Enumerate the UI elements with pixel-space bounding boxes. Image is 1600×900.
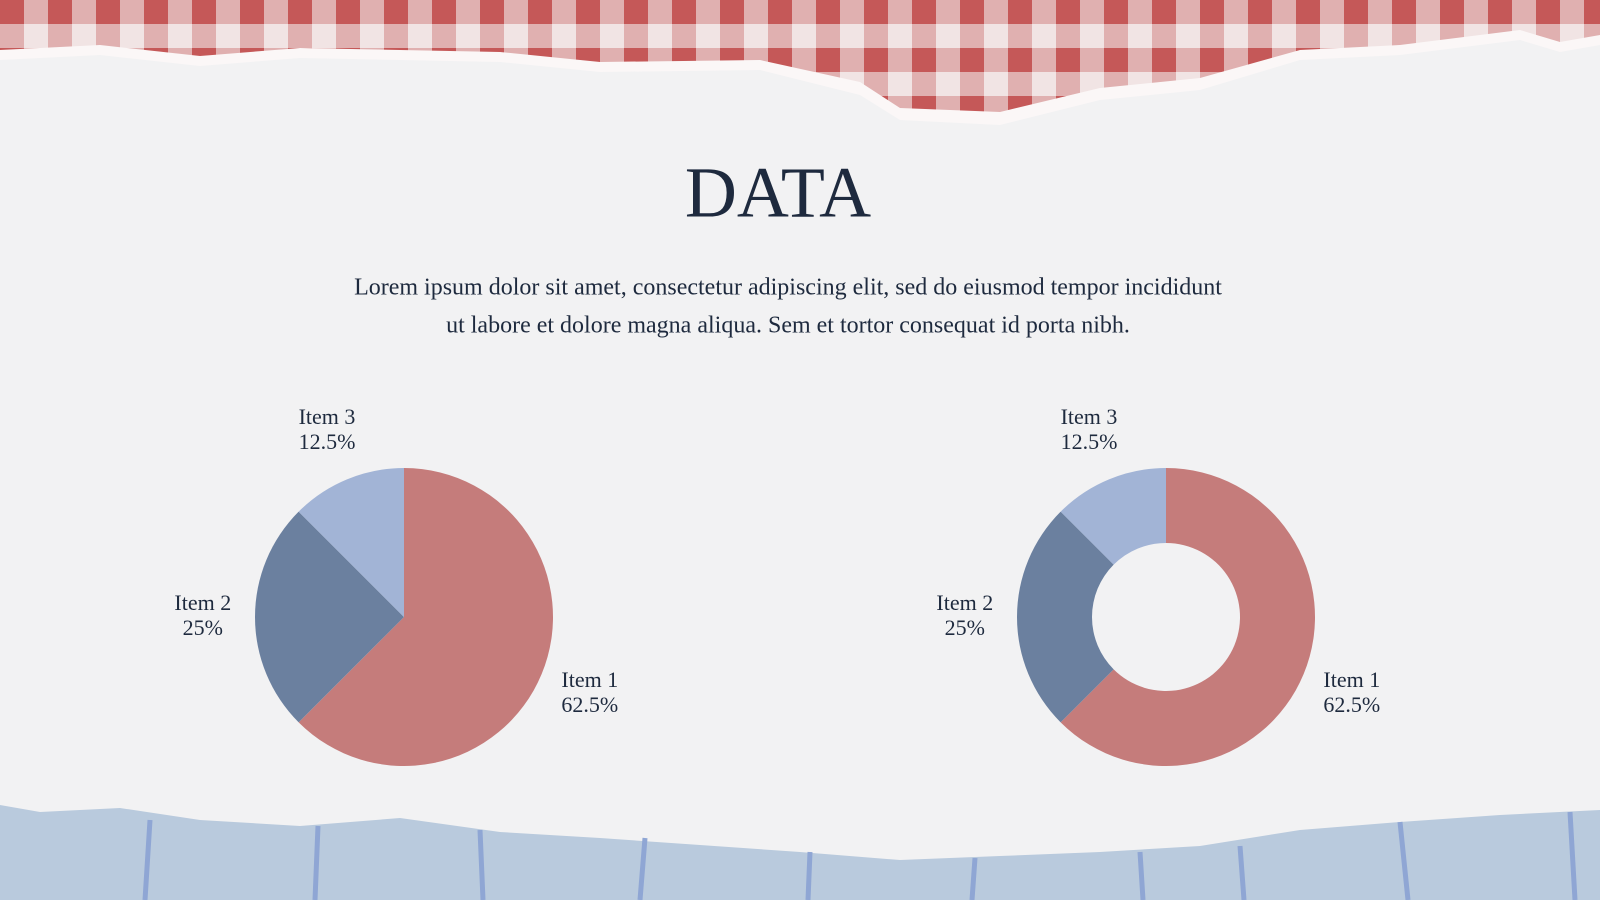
slice-value-label: 25% xyxy=(183,615,223,640)
slice-label: Item 3 xyxy=(299,404,356,429)
slice-label: Item 2 xyxy=(174,590,231,615)
slice-label: Item 1 xyxy=(1323,667,1380,692)
slice-label: Item 1 xyxy=(561,667,618,692)
slice-label: Item 3 xyxy=(1061,404,1118,429)
blue-tiles xyxy=(0,805,1600,900)
slice-value-label: 12.5% xyxy=(299,429,356,454)
pie-slice xyxy=(1060,468,1166,565)
tile-lines xyxy=(142,811,1578,900)
pie-slice xyxy=(1060,468,1315,766)
pie-slice xyxy=(298,468,404,617)
slice-value-label: 62.5% xyxy=(561,692,618,717)
slice-value-label: 25% xyxy=(945,615,985,640)
pie-slice xyxy=(298,468,553,766)
slide-title: DATA xyxy=(685,153,871,233)
body-text: ut labore et dolore magna aliqua. Sem et… xyxy=(446,313,1130,339)
slice-label: Item 2 xyxy=(936,590,993,615)
slice-value-label: 12.5% xyxy=(1061,429,1118,454)
pie-slice xyxy=(1017,511,1114,723)
gingham-fabric xyxy=(0,0,1600,112)
slice-value-label: 62.5% xyxy=(1323,692,1380,717)
pie-slice xyxy=(255,511,404,723)
body-text: Lorem ipsum dolor sit amet, consectetur … xyxy=(354,275,1222,301)
